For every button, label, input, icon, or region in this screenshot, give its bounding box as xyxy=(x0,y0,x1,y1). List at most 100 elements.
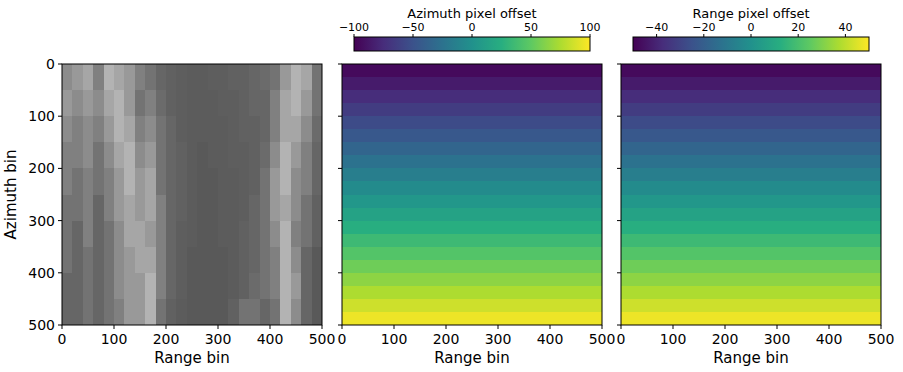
cell xyxy=(124,116,135,143)
cell xyxy=(208,90,219,117)
cell xyxy=(176,64,187,91)
cell xyxy=(208,195,219,222)
cell xyxy=(83,195,94,222)
cell xyxy=(62,299,73,325)
cell xyxy=(621,260,881,274)
cell xyxy=(312,168,322,195)
colorbar-tick-label: 40 xyxy=(838,21,852,34)
cell xyxy=(280,90,291,117)
cell xyxy=(166,168,177,195)
x-tick-label: 500 xyxy=(589,331,616,347)
cell xyxy=(72,247,83,274)
x-axis-label: Range bin xyxy=(713,349,789,367)
cell xyxy=(218,64,229,91)
cell xyxy=(249,142,260,169)
cell xyxy=(218,273,229,300)
x-tick-label: 400 xyxy=(537,331,564,347)
y-tick xyxy=(58,272,62,273)
y-tick xyxy=(617,325,621,326)
x-tick-label: 0 xyxy=(58,331,67,347)
cell xyxy=(93,116,104,143)
cell xyxy=(104,299,115,325)
cell xyxy=(166,299,177,325)
cells xyxy=(342,64,602,325)
cell xyxy=(187,221,198,248)
cell xyxy=(228,247,239,274)
cell xyxy=(156,273,167,300)
cell xyxy=(260,195,271,222)
x-tick-label: 300 xyxy=(485,331,512,347)
cell xyxy=(270,195,281,222)
cell xyxy=(83,116,94,143)
x-tick-label: 200 xyxy=(153,331,180,347)
cell xyxy=(218,299,229,325)
cell xyxy=(166,116,177,143)
cell xyxy=(114,299,125,325)
colorbar-tick-label: 0 xyxy=(748,21,755,34)
x-tick xyxy=(446,325,447,329)
frame xyxy=(342,64,602,325)
cell xyxy=(312,273,322,300)
colorbar-tick-label: 0 xyxy=(469,21,476,34)
cell xyxy=(249,116,260,143)
cell xyxy=(208,221,219,248)
colorbar-tick xyxy=(751,34,752,37)
cell xyxy=(228,64,239,91)
cell xyxy=(93,168,104,195)
cell xyxy=(270,299,281,325)
cell xyxy=(249,168,260,195)
cell xyxy=(208,247,219,274)
cell xyxy=(83,299,94,325)
y-tick-label: 200 xyxy=(28,160,55,176)
cell xyxy=(621,77,881,91)
x-tick xyxy=(621,325,622,329)
cell xyxy=(312,299,322,325)
x-tick xyxy=(881,325,882,329)
cell xyxy=(270,273,281,300)
cell xyxy=(208,142,219,169)
cell xyxy=(621,208,881,222)
panel: 0100200300400500Range bin−100−50050100Az… xyxy=(338,6,616,367)
cell xyxy=(124,168,135,195)
cell xyxy=(342,260,602,274)
y-tick xyxy=(58,325,62,326)
y-tick-label: 300 xyxy=(28,213,55,229)
cell xyxy=(621,299,881,313)
cell xyxy=(176,90,187,117)
y-tick xyxy=(617,168,621,169)
y-tick xyxy=(338,220,342,221)
cell xyxy=(312,90,322,117)
y-tick xyxy=(58,116,62,117)
cell xyxy=(187,64,198,91)
cell xyxy=(83,142,94,169)
cell xyxy=(83,221,94,248)
cell xyxy=(114,116,125,143)
cell xyxy=(228,195,239,222)
cell xyxy=(239,221,250,248)
x-tick xyxy=(550,325,551,329)
x-tick xyxy=(725,325,726,329)
x-tick-label: 500 xyxy=(868,331,895,347)
cell xyxy=(228,221,239,248)
cell xyxy=(176,247,187,274)
cell xyxy=(93,90,104,117)
x-tick xyxy=(270,325,271,329)
cell xyxy=(135,195,146,222)
y-tick xyxy=(58,220,62,221)
cell xyxy=(114,64,125,91)
cell xyxy=(187,142,198,169)
cell xyxy=(114,221,125,248)
cell xyxy=(291,195,302,222)
x-tick-label: 100 xyxy=(660,331,687,347)
x-tick-label: 500 xyxy=(309,331,336,347)
y-tick xyxy=(338,168,342,169)
y-tick xyxy=(338,64,342,65)
cell xyxy=(187,273,198,300)
cell xyxy=(156,168,167,195)
cell xyxy=(156,90,167,117)
cell xyxy=(72,273,83,300)
cell xyxy=(239,195,250,222)
cell xyxy=(62,247,73,274)
cell xyxy=(176,195,187,222)
cell xyxy=(197,221,208,248)
